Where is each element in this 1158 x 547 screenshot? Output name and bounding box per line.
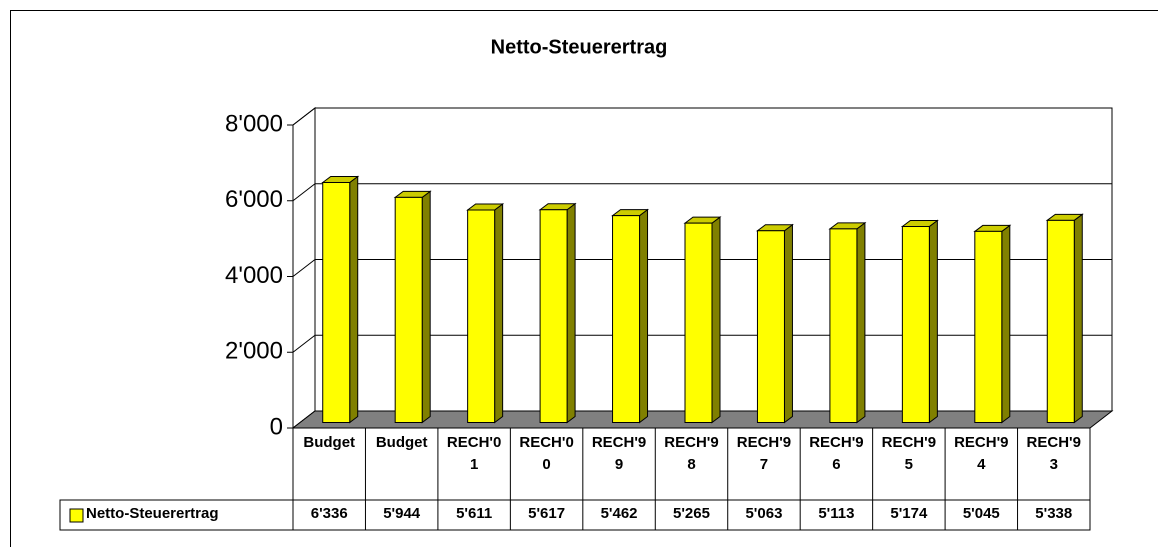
bar-side [1073,213,1083,424]
bar [973,224,1012,424]
grid-line-side [292,107,316,126]
legend-swatch [69,508,84,523]
x-tick-label: RECH'97 [736,434,792,473]
x-tick-label: Budget [303,434,356,451]
grid-line-side [292,183,316,202]
bar-side [566,202,576,424]
y-tick-label: 0 [270,413,283,440]
y-tick-label: 8'000 [225,110,283,137]
bar-front [901,226,930,423]
bar-front [394,196,423,423]
data-label: 5'174 [890,505,928,522]
bar-front [322,182,351,423]
data-label: 5'045 [962,505,1000,522]
x-tick-label: RECH'94 [954,434,1009,473]
bar-side [639,208,649,424]
x-tick-label: RECH'00 [519,434,574,473]
bar [900,219,939,424]
data-label: 5'462 [600,505,638,522]
x-tick-label: RECH'01 [446,434,502,473]
data-label: 5'063 [745,505,783,522]
data-label: 5'617 [528,505,566,522]
grid-line-side [292,259,316,277]
y-tick-label: 6'000 [225,186,283,213]
x-tick-label: Budget [375,434,428,451]
bar-front [539,209,568,423]
x-tick-label: RECH'96 [809,434,864,473]
data-label: 6'336 [310,505,348,522]
data-label: 5'944 [383,505,421,522]
data-label: 5'113 [818,505,855,522]
x-tick-label: RECH'93 [1026,434,1081,473]
x-tick-label: RECH'99 [591,434,647,473]
y-tick-label: 4'000 [225,262,283,289]
bar [1045,213,1084,424]
bar-side [349,175,359,424]
chart-title: Netto-Steuerertrag [491,36,668,58]
bar-front [974,230,1003,423]
data-label: 5'265 [673,505,710,522]
grid-line-side [292,334,316,353]
bar-front [467,209,496,423]
bar-side [711,216,721,424]
x-tick-label: RECH'98 [664,434,719,473]
legend-label: Netto-Steuerertrag [86,505,219,522]
bar [611,208,650,424]
y-tick-label: 2'000 [225,338,283,365]
data-label: 5'338 [1035,505,1073,522]
bar-side [856,221,866,424]
bar-side [783,223,793,424]
bar [321,175,360,424]
bar [393,190,432,424]
bar-side [928,219,938,424]
bar [755,223,794,424]
bar-front [684,222,713,423]
bar [683,216,722,424]
bar-front [829,228,858,423]
data-label: 5'611 [456,505,493,522]
bar-front [756,230,785,423]
bar-front [612,215,641,423]
bar [538,202,577,424]
bar-side [421,190,431,424]
bar [828,221,867,424]
bar-side [494,202,504,424]
bar [466,202,505,424]
x-tick-label: RECH'95 [881,434,937,473]
bar-side [1001,224,1011,424]
bar-front [1046,219,1075,423]
